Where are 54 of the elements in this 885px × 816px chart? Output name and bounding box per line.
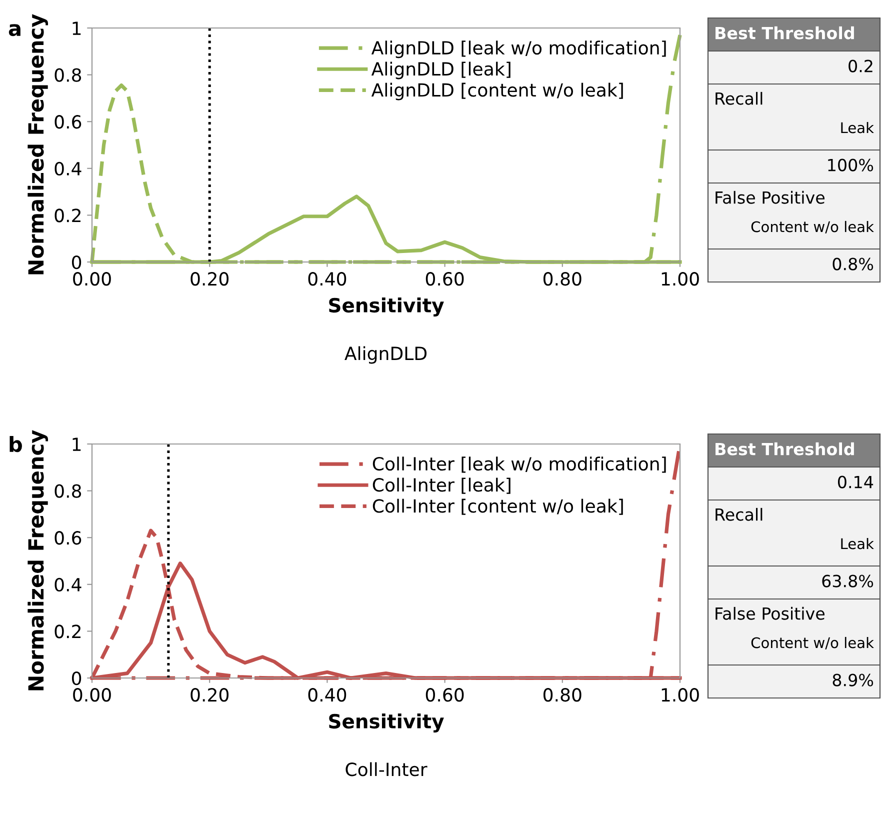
y-tick-label: 1 bbox=[72, 22, 81, 35]
x-tick-label: 0.20 bbox=[190, 688, 228, 702]
x-tick-label: 0.20 bbox=[190, 272, 228, 286]
x-tick-label: 0.60 bbox=[426, 688, 464, 702]
x-tick-label: 0.40 bbox=[308, 272, 346, 286]
text: False Positive bbox=[716, 606, 824, 620]
y-tick-label: 0.2 bbox=[54, 624, 80, 638]
x-tick-label: 1.00 bbox=[662, 688, 699, 702]
text: 63.8% bbox=[822, 574, 874, 588]
chart-title: a bbox=[8, 24, 20, 36]
text: Best Threshold bbox=[716, 442, 854, 456]
text: Leak bbox=[841, 122, 874, 134]
text: 8.9% bbox=[832, 674, 874, 686]
text: Content w/o leak bbox=[751, 220, 874, 234]
text: 0.14 bbox=[838, 476, 874, 488]
x-tick-label: 0.40 bbox=[308, 688, 346, 702]
legend-label: AlignDLD [content w/o leak] bbox=[371, 82, 623, 100]
y-tick-label: 0.4 bbox=[54, 578, 82, 592]
text: Coll-Inter bbox=[346, 762, 428, 776]
text: 0.2 bbox=[848, 60, 872, 72]
x-tick-label: 0.00 bbox=[73, 688, 111, 702]
x-tick-label: 0.80 bbox=[543, 272, 582, 286]
x-axis-title: Sensitivity bbox=[329, 298, 444, 316]
x-tick-label: 1.00 bbox=[662, 272, 699, 286]
x-tick-label: 0.00 bbox=[73, 272, 111, 286]
legend-label: AlignDLD [leak w/o modification] bbox=[371, 40, 666, 58]
text: 0.8% bbox=[832, 258, 874, 270]
text: AlignDLD bbox=[344, 346, 427, 364]
y-axis-title: Normalized Frequency bbox=[28, 430, 48, 690]
x-tick-label: 0.60 bbox=[426, 272, 464, 286]
text: Best Threshold bbox=[716, 26, 854, 40]
text: Recall bbox=[716, 508, 762, 521]
y-tick-label: 0.4 bbox=[54, 162, 82, 176]
y-tick-label: 0.2 bbox=[54, 208, 80, 222]
legend-label: Coll-Inter [leak] bbox=[372, 478, 510, 494]
text: False Positive bbox=[716, 190, 824, 204]
y-tick-label: 0.8 bbox=[54, 484, 82, 498]
legend-label: Coll-Inter [leak w/o modification] bbox=[372, 456, 666, 473]
text: Content w/o leak bbox=[751, 636, 874, 650]
y-tick-label: 0 bbox=[72, 671, 82, 686]
y-tick-label: 0.6 bbox=[54, 115, 82, 129]
y-tick-label: 0.6 bbox=[54, 531, 82, 545]
y-tick-label: 1 bbox=[72, 438, 81, 451]
text: Recall bbox=[716, 92, 762, 105]
legend-label: Coll-Inter [content w/o leak] bbox=[372, 498, 623, 515]
text: Leak bbox=[841, 538, 874, 550]
y-tick-label: 0.8 bbox=[54, 68, 82, 82]
legend-label: AlignDLD [leak] bbox=[371, 62, 510, 80]
y-axis-title: Normalized Frequency bbox=[28, 14, 48, 274]
text: 100% bbox=[828, 158, 874, 172]
x-axis-title: Sensitivity bbox=[329, 714, 444, 732]
y-tick-label: 0 bbox=[72, 255, 82, 270]
x-tick-label: 0.80 bbox=[543, 688, 582, 702]
chart-title: b bbox=[10, 436, 22, 452]
